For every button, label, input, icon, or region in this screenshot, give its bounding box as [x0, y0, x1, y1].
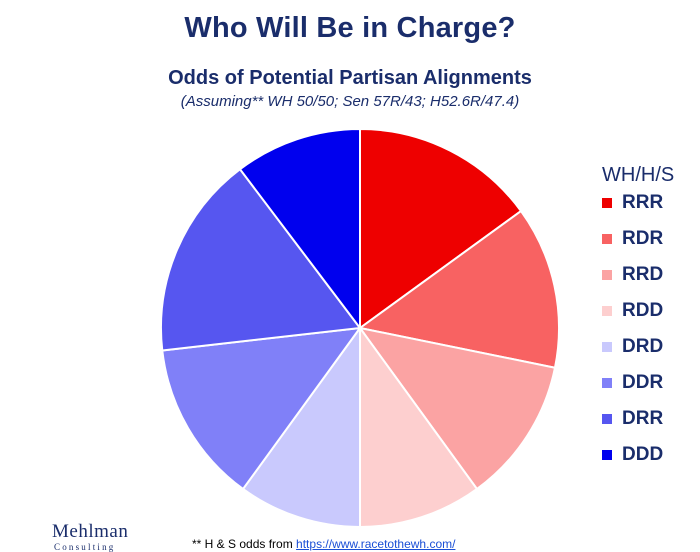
legend-swatch: [602, 234, 612, 244]
assumption-note: (Assuming** WH 50/50; Sen 57R/43; H52.6R…: [180, 93, 520, 110]
pie-slice-drd: [241, 324, 361, 529]
source-link[interactable]: https://www.racetothewh.com/: [296, 537, 456, 551]
legend-swatch: [602, 414, 612, 424]
legend-label: RDD: [622, 300, 664, 321]
legend-label: DRR: [622, 408, 664, 429]
legend-label: RRD: [622, 264, 664, 285]
mehlman-consulting-logo: Mehlman Consulting: [52, 522, 128, 552]
pie-slice-ddr: [161, 326, 363, 491]
legend-swatch: [602, 378, 612, 388]
pie-slice-rdr: [357, 209, 560, 369]
footnote-text: ** H & S odds from: [192, 537, 297, 551]
legend-swatch: [602, 306, 612, 316]
pie-chart: [159, 127, 560, 529]
pie-slice-rdd: [359, 324, 479, 529]
legend-label: DDR: [622, 372, 664, 393]
chart-subtitle: Odds of Potential Partisan Alignments: [168, 67, 532, 89]
legend-label: RRR: [622, 192, 664, 213]
logo-main-text: Mehlman: [52, 521, 129, 542]
pie-slice-drr: [159, 167, 362, 352]
legend-label: DDD: [622, 444, 664, 465]
chart-title: Who Will Be in Charge?: [184, 12, 516, 44]
legend-swatch: [602, 450, 612, 460]
pie-slice-rrd: [357, 326, 557, 491]
legend-swatch: [602, 342, 612, 352]
pie-slice-ddd: [238, 127, 361, 331]
footnote: ** H & S odds from https://www.racetothe…: [192, 537, 455, 551]
legend-title: WH/H/S: [602, 164, 675, 186]
logo-sub-text: Consulting: [54, 542, 116, 552]
legend-label: RDR: [622, 228, 664, 249]
legend-swatch: [602, 270, 612, 280]
pie-slice-rrr: [359, 127, 523, 330]
legend-swatch: [602, 198, 612, 208]
legend-label: DRD: [622, 336, 664, 357]
